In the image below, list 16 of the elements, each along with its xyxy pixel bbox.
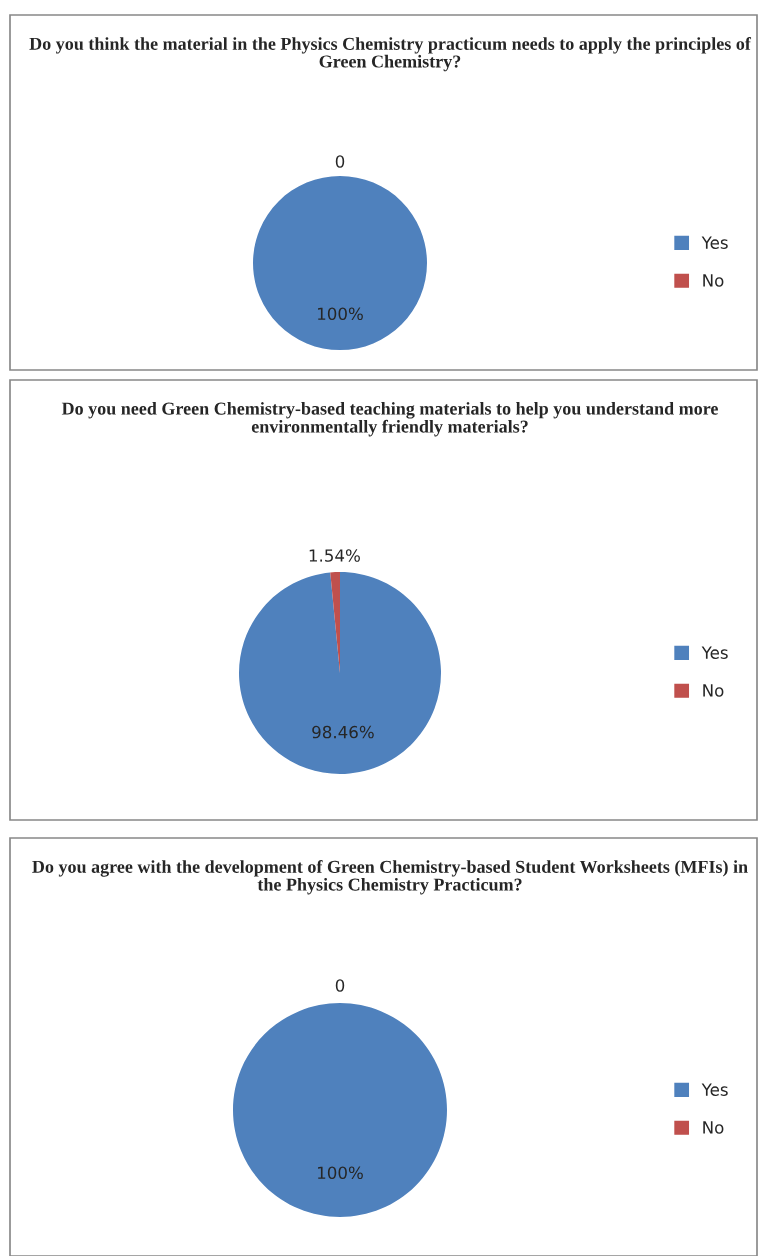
chart-title: Do you agree with the development of Green Chemistry-based Student Worksheets (MFIs) in the Physics Chemistry Practicum?	[32, 860, 748, 895]
pie-slice	[239, 572, 441, 774]
data-label: 100%	[318, 307, 363, 321]
text: 0	[335, 979, 345, 992]
legend-label: Yes	[701, 236, 728, 249]
chart-title: Do you think the material in the Physics Chemistry practicum needs to apply the principles of Green Chemistry?	[29, 37, 752, 72]
data-label: 1.54%	[309, 549, 360, 562]
text: 0	[335, 155, 345, 168]
data-label: 98.46%	[312, 725, 374, 739]
legend-label: Yes	[701, 646, 728, 659]
legend-label: No	[703, 1121, 724, 1134]
data-label: 100%	[318, 1166, 363, 1180]
legend-label: No	[703, 274, 724, 287]
legend-label: Yes	[701, 1083, 728, 1096]
chart-title: Do you need Green Chemistry-based teaching materials to help you understand more environmentally friendly materials?	[61, 402, 718, 437]
legend-label: No	[703, 684, 724, 697]
